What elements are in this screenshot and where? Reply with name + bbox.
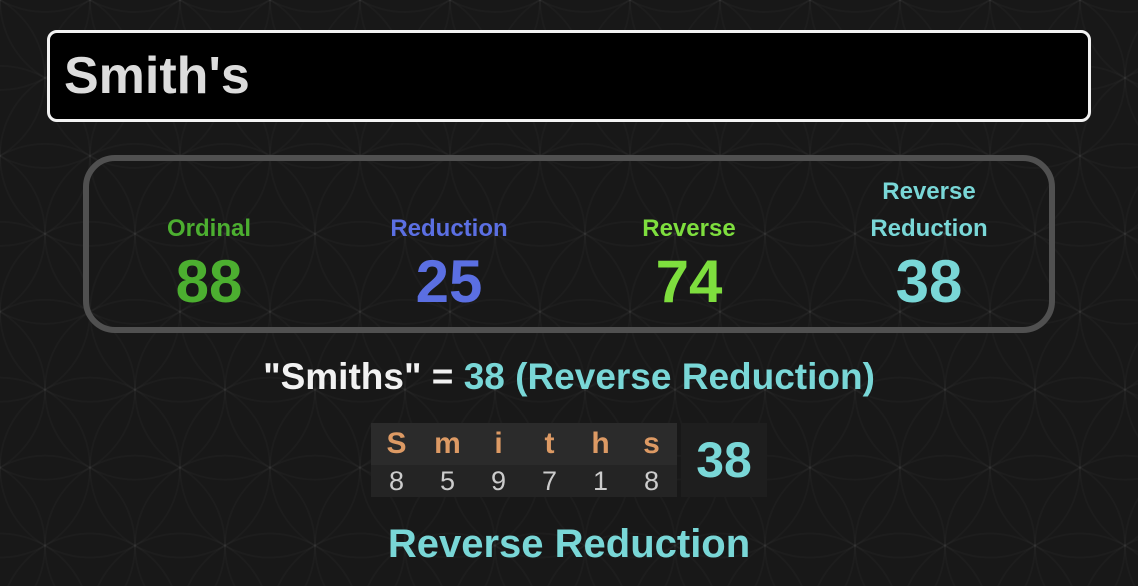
letter-breakdown: S m i t h s 8 5 9 7 1 8 38 (0, 423, 1138, 497)
value-cell: 9 (490, 465, 507, 496)
word-input[interactable] (47, 30, 1091, 122)
cipher-label-ordinal: Ordinal (166, 215, 251, 242)
letter-grid: S m i t h s 8 5 9 7 1 8 (371, 423, 677, 497)
cipher-col-reduction: Reduction 25 (329, 173, 569, 327)
value-cell: 1 (592, 465, 609, 496)
value-row: 8 5 9 7 1 8 (371, 465, 677, 497)
equation-equals-sign: = (431, 356, 454, 397)
value-cell: 7 (541, 465, 558, 496)
equation-phrase: "Smiths" (263, 356, 422, 397)
letter-cell: i (494, 427, 503, 460)
letter-cell: t (544, 427, 555, 460)
cipher-value-ordinal[interactable]: 88 (175, 248, 243, 315)
value-cell: 8 (643, 465, 660, 496)
cipher-value-reverse-reduction[interactable]: 38 (895, 248, 963, 315)
cipher-col-reverse: Reverse 74 (569, 173, 809, 327)
value-cell: 8 (388, 465, 405, 496)
cipher-label-reduction: Reduction (390, 215, 508, 242)
letter-cell: h (591, 427, 610, 460)
value-cell: 5 (439, 465, 456, 496)
letter-row: S m i t h s (371, 423, 677, 465)
equation-line: "Smiths" = 38 (Reverse Reduction) (0, 356, 1138, 398)
cipher-value-reduction[interactable]: 25 (415, 248, 483, 315)
equation-result: 38 (Reverse Reduction) (463, 356, 875, 397)
letter-cell: S (386, 427, 407, 460)
cipher-col-reverse-reduction: Reverse Reduction 38 (809, 173, 1049, 327)
letter-cell: m (434, 427, 461, 460)
breakdown-total: 38 (681, 423, 767, 497)
letter-cell: s (643, 427, 660, 460)
cipher-value-reverse[interactable]: 74 (655, 248, 723, 315)
cipher-values-panel: Ordinal 88 Reduction 25 Reverse 74 Rever… (83, 155, 1055, 333)
cipher-label-reverse-reduction: Reverse Reduction (870, 178, 988, 242)
cipher-label-reverse: Reverse (642, 215, 736, 242)
cipher-col-ordinal: Ordinal 88 (89, 173, 329, 327)
footer-cipher-name: Reverse Reduction (387, 522, 751, 566)
